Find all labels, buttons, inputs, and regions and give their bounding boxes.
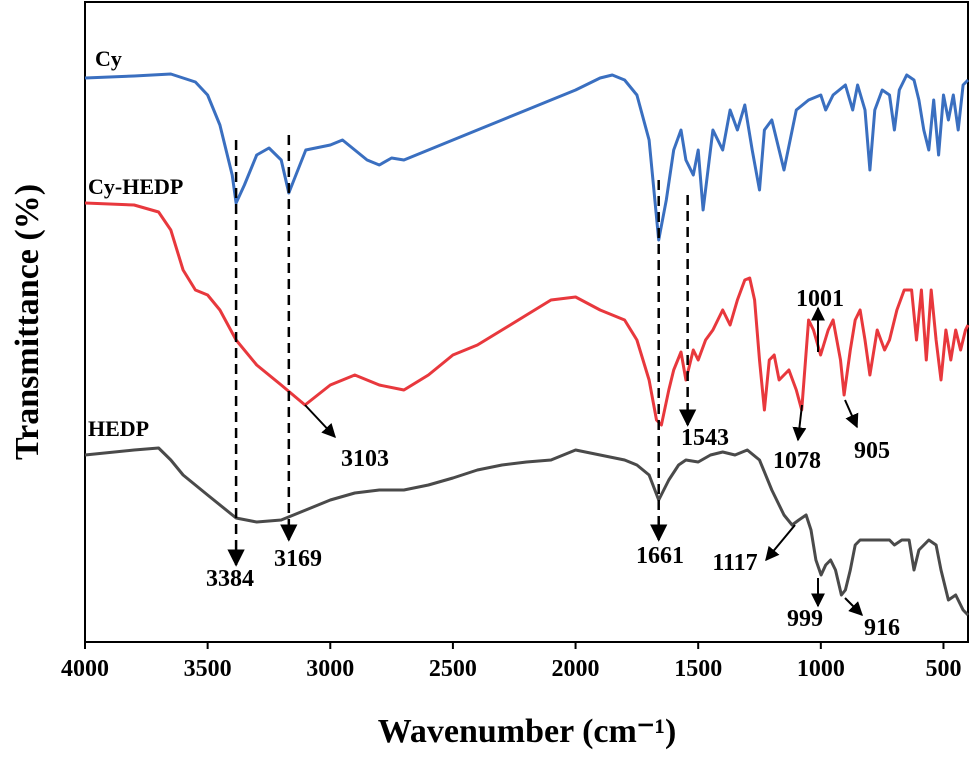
series-label: HEDP xyxy=(88,416,149,441)
annotation-arrow xyxy=(792,404,807,442)
annotation-label: 3384 xyxy=(206,566,254,592)
series-label: Cy xyxy=(95,46,122,71)
annotation-label: 1078 xyxy=(773,448,821,474)
x-tick-label: 1000 xyxy=(797,656,845,682)
annotation-arrow xyxy=(304,404,336,439)
x-tick-label: 3000 xyxy=(306,656,354,682)
plot-frame xyxy=(84,1,969,643)
x-tick-label: 4000 xyxy=(61,656,109,682)
annotation-label: 1661 xyxy=(636,543,684,569)
annotation-label: 1543 xyxy=(681,425,729,451)
annotation-label: 916 xyxy=(864,615,900,641)
spectrum-line xyxy=(84,72,970,242)
spectrum-line xyxy=(84,201,970,427)
annotation-arrow xyxy=(844,399,859,429)
annotation-label: 1001 xyxy=(796,286,844,312)
annotation-arrow xyxy=(844,597,863,616)
x-tick-label: 500 xyxy=(925,656,961,682)
annotation-arrow xyxy=(765,524,796,562)
series-label: Cy-HEDP xyxy=(88,174,183,199)
x-tick-label: 2500 xyxy=(429,656,477,682)
x-tick-label: 2000 xyxy=(552,656,600,682)
x-axis-title: Wavenumber (cm⁻¹) xyxy=(378,713,677,750)
annotation-label: 905 xyxy=(854,438,890,464)
x-tick-label: 1500 xyxy=(674,656,722,682)
x-tick-label: 3500 xyxy=(184,656,232,682)
annotation-label: 999 xyxy=(787,606,823,632)
annotation-label: 1117 xyxy=(712,550,757,576)
spectrum-line xyxy=(84,446,970,617)
annotation-label: 3169 xyxy=(274,546,322,572)
annotation-label: 3103 xyxy=(341,446,389,472)
y-axis-title: Transmittance (%) xyxy=(9,184,46,460)
